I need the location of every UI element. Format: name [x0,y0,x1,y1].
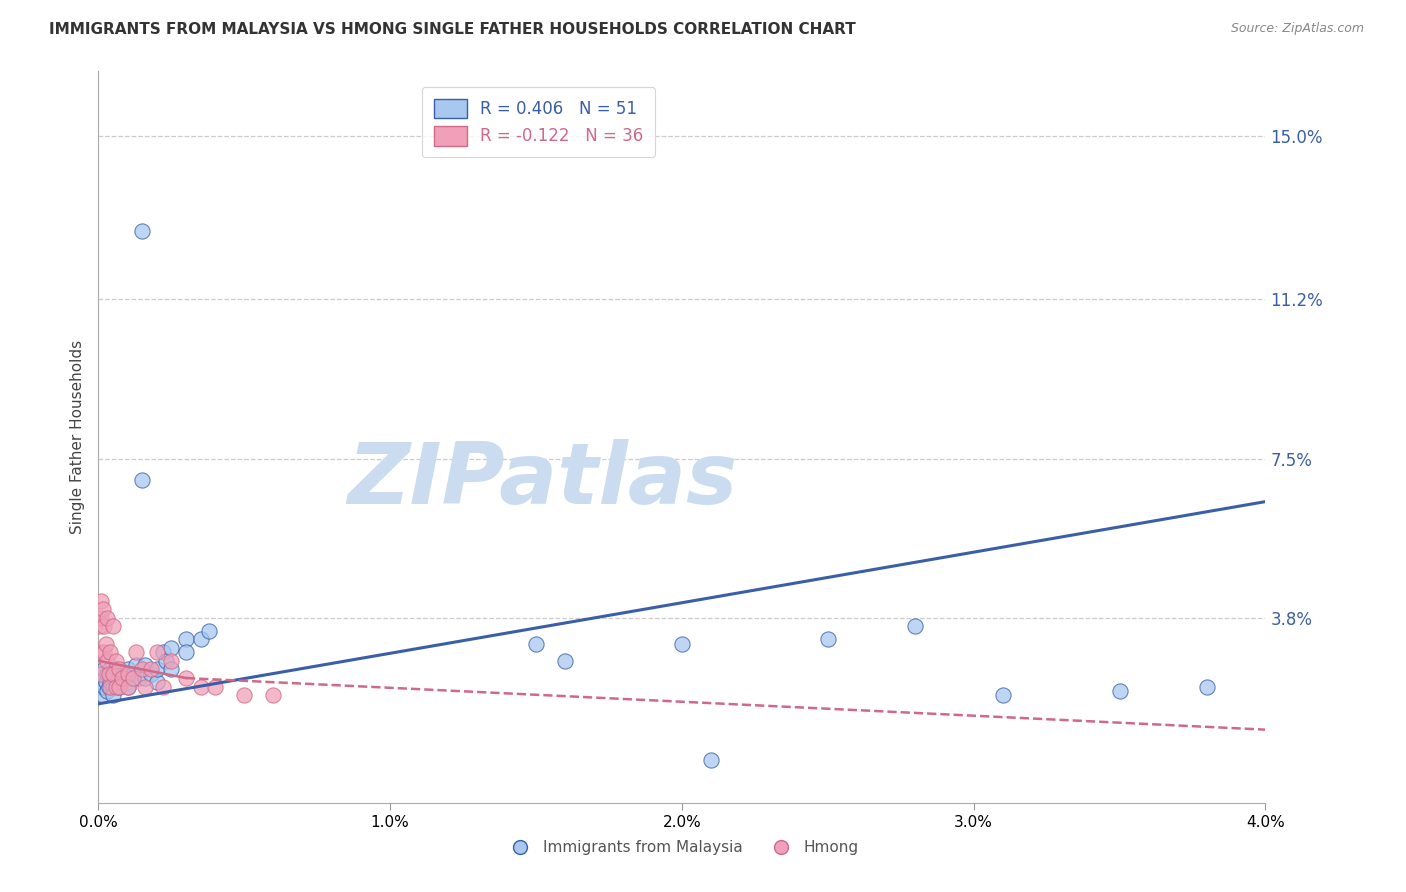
Point [131,223,153,237]
Point [1197,680,1219,694]
Point [1108,684,1130,698]
Point [117,680,139,694]
Point [554,654,576,668]
Point [122,671,145,685]
Point [122,666,145,681]
Point [101,680,124,694]
Point [96,611,118,625]
Point [89,666,111,681]
Point [101,666,124,681]
Point [90,680,112,694]
Point [104,662,127,676]
Point [117,662,139,676]
Point [93,662,115,676]
Point [160,640,183,655]
Point [117,675,139,690]
Point [146,662,169,676]
Point [139,662,162,676]
Point [90,611,112,625]
Point [104,680,127,694]
Point [152,645,174,659]
Y-axis label: Single Father Households: Single Father Households [69,340,84,534]
Point [98,662,121,676]
Point [139,666,162,681]
Point [108,671,131,685]
Point [117,680,139,694]
Point [111,675,134,690]
Point [125,658,148,673]
Text: ZIPatlas: ZIPatlas [347,440,737,523]
Point [174,632,197,647]
Point [98,671,121,685]
Point [190,632,212,647]
Point [94,637,117,651]
Point [134,680,156,694]
Point [671,637,693,651]
Point [125,645,148,659]
Point [134,671,156,685]
Point [700,753,723,767]
Legend: Immigrants from Malaysia, Hmong: Immigrants from Malaysia, Hmong [499,834,865,861]
Point [104,675,127,690]
Point [101,619,124,633]
Point [108,662,131,676]
Text: IMMIGRANTS FROM MALAYSIA VS HMONG SINGLE FATHER HOUSEHOLDS CORRELATION CHART: IMMIGRANTS FROM MALAYSIA VS HMONG SINGLE… [49,22,856,37]
Point [131,473,153,487]
Point [96,684,118,698]
Point [90,671,112,685]
Point [93,645,115,659]
Text: Source: ZipAtlas.com: Source: ZipAtlas.com [1230,22,1364,36]
Point [90,645,112,659]
Point [111,666,134,681]
Point [93,619,115,633]
Point [146,645,169,659]
Point [96,654,118,668]
Point [98,675,121,690]
Point [174,645,197,659]
Point [108,680,131,694]
Point [89,619,111,633]
Point [904,619,927,633]
Point [98,680,121,694]
Point [204,680,226,694]
Point [233,688,256,702]
Point [90,593,112,607]
Point [98,645,121,659]
Point [96,666,118,681]
Point [94,675,117,690]
Point [104,654,127,668]
Point [91,602,114,616]
Point [262,688,284,702]
Point [111,671,134,685]
Point [134,658,156,673]
Point [524,637,547,651]
Point [108,680,131,694]
Point [101,666,124,681]
Point [101,688,124,702]
Point [991,688,1014,702]
Point [190,680,212,694]
Point [817,632,839,647]
Point [152,680,174,694]
Point [155,654,177,668]
Point [160,654,183,668]
Point [146,675,169,690]
Point [91,688,114,702]
Point [97,680,120,694]
Point [117,666,139,681]
Point [93,680,115,694]
Point [160,662,183,676]
Point [128,671,150,685]
Point [97,666,120,681]
Point [198,624,221,638]
Point [131,662,153,676]
Point [174,671,197,685]
